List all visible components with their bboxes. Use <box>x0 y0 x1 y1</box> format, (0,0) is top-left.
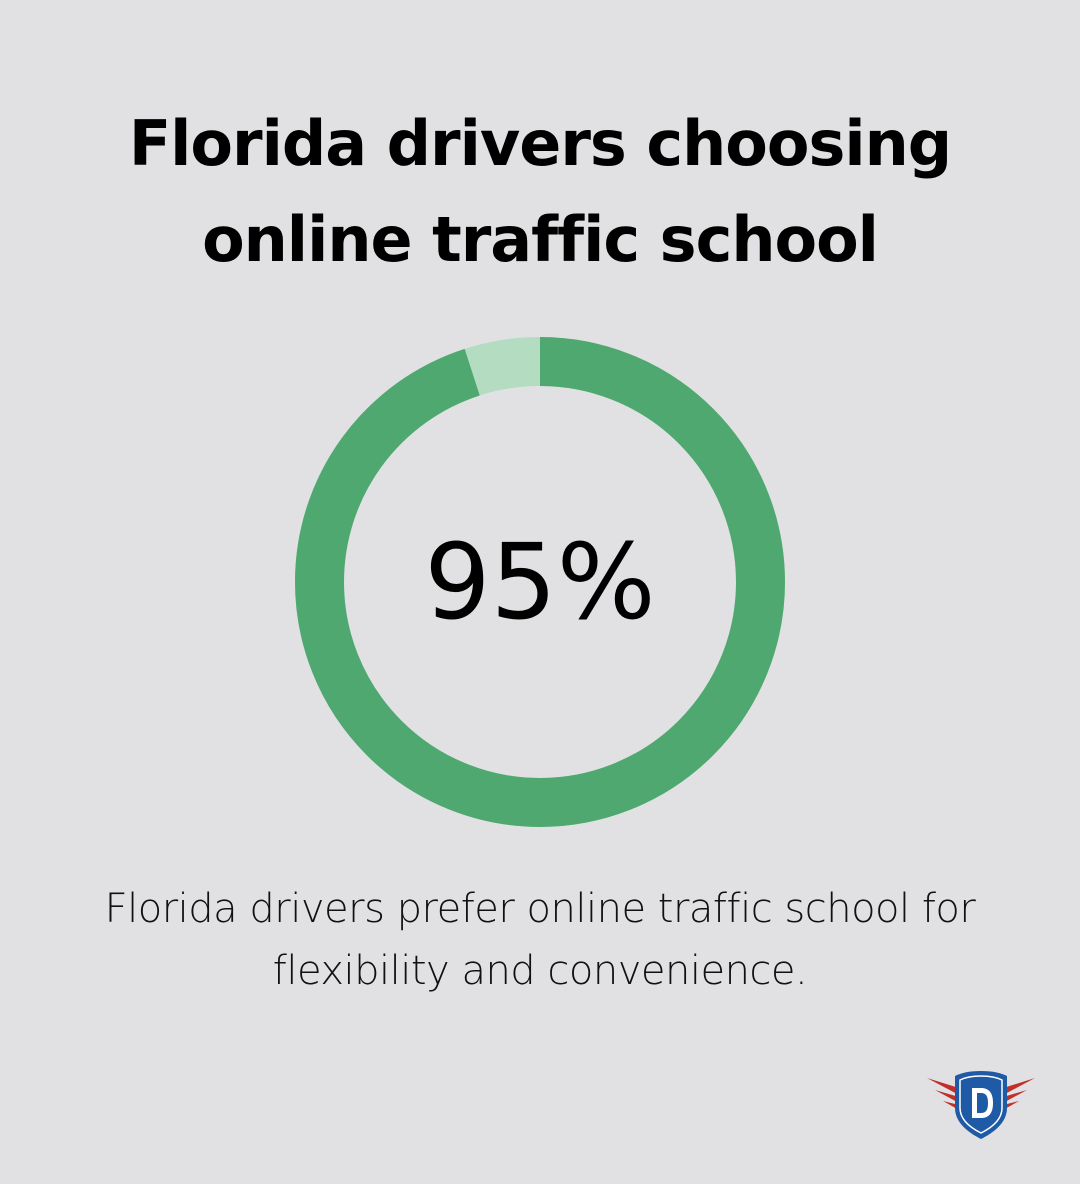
letter-d-icon <box>972 1088 993 1118</box>
donut-segment-primary <box>295 337 785 827</box>
donut-chart <box>295 337 785 827</box>
shield-icon <box>955 1071 1007 1139</box>
description-line-1: Florida drivers prefer online traffic sc… <box>104 886 976 932</box>
description-line-2: flexibility and convenience. <box>272 948 808 994</box>
title-line-1: Florida drivers choosing <box>128 107 952 180</box>
center-percentage: 95% <box>424 521 656 643</box>
shield-d-wings-icon <box>927 1071 1035 1139</box>
description: Florida drivers prefer online traffic sc… <box>0 878 1080 1002</box>
title-line-2: online traffic school <box>202 203 879 276</box>
chart-title: Florida drivers choosing online traffic … <box>0 96 1080 288</box>
